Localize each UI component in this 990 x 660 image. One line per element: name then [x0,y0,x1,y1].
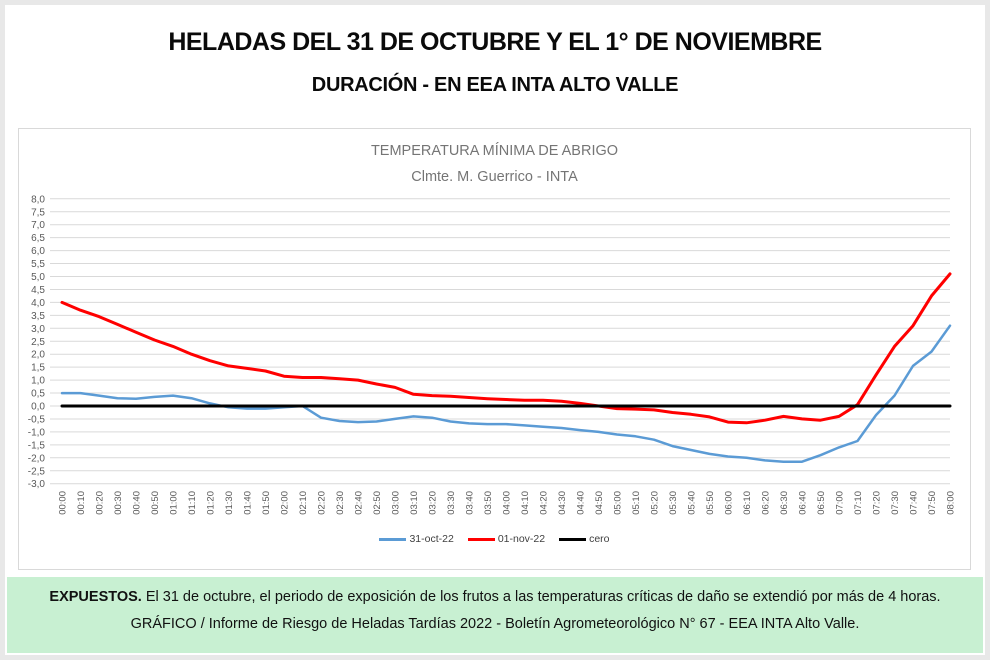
x-tick-label: 01:00 [169,491,180,515]
y-tick-label: 4,5 [31,285,45,296]
x-tick-label: 06:20 [761,491,772,515]
x-tick-label: 01:30 [224,491,235,515]
x-tick-label: 06:50 [816,491,827,515]
y-tick-label: 2,5 [31,337,45,348]
x-tick-label: 04:40 [576,491,587,515]
chart-panel: TEMPERATURA MÍNIMA DE ABRIGO Clmte. M. G… [18,128,971,570]
x-tick-label: 06:40 [798,491,809,515]
x-tick-label: 07:40 [909,491,920,515]
x-tick-label: 07:50 [927,491,938,515]
legend-item: 01-nov-22 [467,533,546,545]
legend-label: cero [589,533,610,545]
y-tick-label: 1,5 [31,363,45,374]
y-tick-label: 7,5 [31,207,45,218]
x-tick-label: 07:30 [890,491,901,515]
x-tick-label: 02:40 [354,491,365,515]
x-tick-label: 03:00 [391,491,402,515]
x-tick-label: 03:10 [409,491,420,515]
banner-label: EXPUESTOS. [49,589,142,605]
x-tick-label: 05:40 [687,491,698,515]
page-title: HELADAS DEL 31 DE OCTUBRE Y EL 1° DE NOV… [168,28,822,56]
x-tick-label: 06:10 [742,491,753,515]
y-tick-label: -1,5 [28,440,46,451]
banner-text-2: GRÁFICO / Informe de Riesgo de Heladas T… [130,616,860,632]
x-tick-label: 07:00 [835,491,846,515]
x-tick-label: 00:00 [58,491,69,515]
y-tick-label: 0,5 [31,389,45,400]
banner-line-1: EXPUESTOS. El 31 de octubre, el periodo … [17,589,973,605]
x-tick-label: 03:50 [483,491,494,515]
x-tick-label: 05:30 [668,491,679,515]
x-tick-label: 02:00 [280,491,291,515]
x-tick-label: 03:20 [428,491,439,515]
banner-text-1: El 31 de octubre, el periodo de exposici… [145,589,941,605]
x-tick-label: 05:10 [631,491,642,515]
x-tick-label: 02:30 [335,491,346,515]
legend-swatch [379,537,407,541]
y-tick-label: 3,0 [31,324,45,335]
y-tick-label: 2,0 [31,350,45,361]
y-tick-label: 1,0 [31,376,45,387]
x-tick-label: 04:20 [539,491,550,515]
x-tick-label: 02:50 [372,491,383,515]
x-tick-label: 04:30 [557,491,568,515]
x-tick-label: 08:00 [946,491,957,515]
x-tick-label: 01:40 [243,491,254,515]
y-tick-label: 5,5 [31,259,45,270]
x-tick-label: 02:20 [317,491,328,515]
series-line-2 [60,272,952,425]
y-tick-label: -2,0 [28,453,46,464]
x-tick-label: 01:20 [206,491,217,515]
legend-swatch [467,537,495,541]
y-tick-label: 8,0 [31,194,45,205]
x-tick-label: 04:00 [502,491,513,515]
legend-swatch [559,537,587,541]
x-tick-label: 00:40 [132,491,143,515]
x-tick-label: 05:20 [650,491,661,515]
y-tick-label: 0,0 [31,402,45,413]
x-tick-label: 05:50 [705,491,716,515]
x-tick-label: 06:30 [779,491,790,515]
x-tick-label: 06:00 [724,491,735,515]
x-tick-label: 00:30 [113,491,124,515]
y-tick-label: 5,0 [31,272,45,283]
y-tick-label: -3,0 [28,479,46,490]
legend-label: 01-nov-22 [497,533,546,545]
x-tick-label: 01:50 [261,491,272,515]
series-line-1 [60,324,952,463]
x-tick-label: 05:00 [613,491,624,515]
y-tick-label: 4,0 [31,298,45,309]
y-tick-label: 3,5 [31,311,45,322]
x-tick-label: 02:10 [298,491,309,515]
y-tick-label: 6,5 [31,233,45,244]
x-tick-label: 07:10 [853,491,864,515]
y-tick-label: -2,5 [28,466,46,477]
x-tick-label: 00:20 [95,491,106,515]
x-tick-label: 04:10 [520,491,531,515]
line-chart-plot: 8,0 7,5 7,0 6,5 6,0 5,5 5,0 4,5 4,0 3,5 3,0 2,5 2,0 1… [28,194,957,515]
legend-label: 31-oct-22 [409,533,454,545]
legend-item: cero [559,533,610,545]
y-tick-label: 7,0 [31,220,45,231]
chart-subtitle: Clmte. M. Guerrico - INTA [411,169,578,185]
x-tick-label: 03:30 [446,491,457,515]
x-tick-label: 00:10 [76,491,87,515]
x-tick-label: 04:50 [594,491,605,515]
x-tick-label: 07:20 [872,491,883,515]
x-tick-label: 00:50 [150,491,161,515]
chart-legend: 31-oct-22 01-nov-22 cero [19,533,970,545]
page-subtitle: DURACIÓN - EN EEA INTA ALTO VALLE [311,74,679,96]
x-tick-label: 03:40 [465,491,476,515]
y-tick-label: -1,0 [28,427,46,438]
y-tick-label: 6,0 [31,246,45,257]
chart-title: TEMPERATURA MÍNIMA DE ABRIGO [370,143,619,159]
footer-banner: EXPUESTOS. El 31 de octubre, el periodo … [7,577,983,653]
legend-item: 31-oct-22 [379,533,454,545]
x-tick-label: 01:10 [187,491,198,515]
y-tick-label: -0,5 [28,414,46,425]
